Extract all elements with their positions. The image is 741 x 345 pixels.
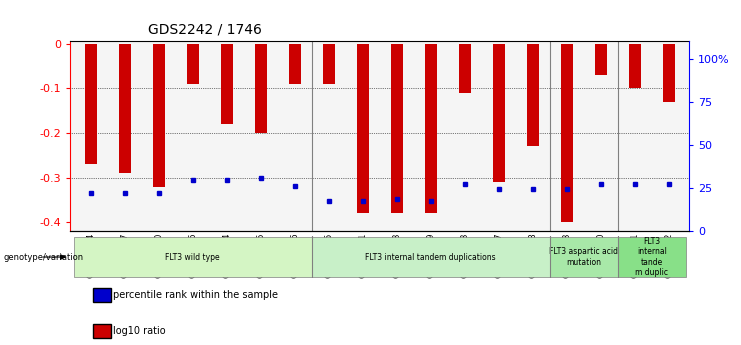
- Bar: [84, 43, 97, 164]
- Bar: [425, 43, 436, 213]
- Bar: [391, 43, 402, 213]
- Text: GDS2242 / 1746: GDS2242 / 1746: [148, 22, 262, 37]
- Bar: [255, 43, 267, 133]
- Bar: [221, 43, 233, 124]
- Bar: [595, 43, 607, 75]
- Text: FLT3 wild type: FLT3 wild type: [165, 253, 220, 262]
- Bar: [153, 43, 165, 187]
- Text: FLT3 aspartic acid
mutation: FLT3 aspartic acid mutation: [549, 247, 618, 267]
- Bar: [323, 43, 335, 84]
- Bar: [662, 43, 675, 102]
- Bar: [187, 43, 199, 84]
- Bar: [550, 237, 618, 277]
- Bar: [459, 43, 471, 93]
- Text: FLT3
internal
tande
m duplic: FLT3 internal tande m duplic: [635, 237, 668, 277]
- Bar: [357, 43, 369, 213]
- Text: FLT3 internal tandem duplications: FLT3 internal tandem duplications: [365, 253, 496, 262]
- Bar: [618, 237, 685, 277]
- Bar: [119, 43, 130, 173]
- Text: log10 ratio: log10 ratio: [113, 326, 165, 336]
- Bar: [527, 43, 539, 146]
- Bar: [493, 43, 505, 182]
- Bar: [289, 43, 301, 84]
- Bar: [629, 43, 641, 88]
- Bar: [561, 43, 573, 222]
- Text: percentile rank within the sample: percentile rank within the sample: [113, 290, 278, 300]
- Bar: [74, 237, 312, 277]
- Text: genotype/variation: genotype/variation: [4, 253, 84, 262]
- Bar: [312, 237, 550, 277]
